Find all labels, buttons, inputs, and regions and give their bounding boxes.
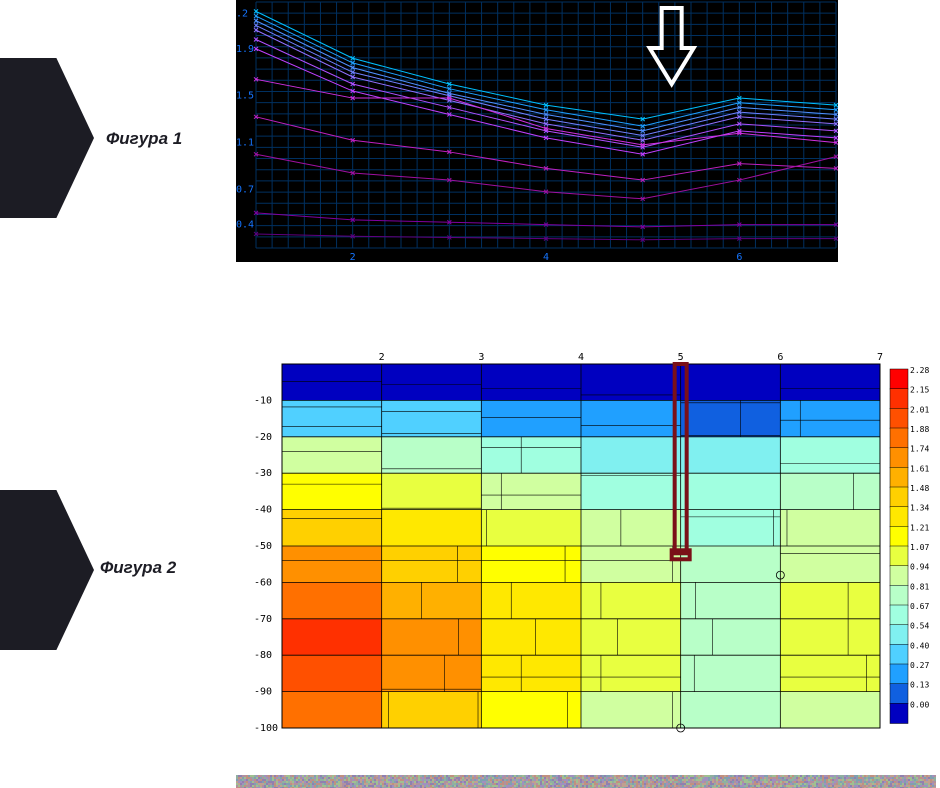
svg-text:0.7: 0.7: [236, 184, 254, 195]
svg-text:1.21: 1.21: [910, 523, 929, 532]
svg-text:0.27: 0.27: [910, 661, 929, 670]
svg-text:6: 6: [777, 352, 783, 363]
figure1-chart: 0.4 0.7 1.1 1.5 1.9 .2 2 4 6: [236, 0, 838, 262]
svg-text:1.48: 1.48: [910, 484, 929, 493]
hex-marker-1: [0, 58, 94, 218]
svg-text:1.88: 1.88: [910, 425, 929, 434]
svg-text:0.13: 0.13: [910, 681, 929, 690]
svg-text:0.94: 0.94: [910, 563, 929, 572]
svg-text:1.34: 1.34: [910, 504, 929, 513]
svg-text:-30: -30: [254, 468, 272, 479]
svg-text:0.81: 0.81: [910, 582, 929, 591]
svg-text:0.54: 0.54: [910, 622, 929, 631]
svg-text:5: 5: [678, 352, 684, 363]
svg-text:-80: -80: [254, 650, 272, 661]
hex-marker-2: [0, 490, 94, 650]
svg-text:1.61: 1.61: [910, 464, 929, 473]
svg-text:2.15: 2.15: [910, 386, 929, 395]
svg-text:2.01: 2.01: [910, 405, 929, 414]
noise-strip: [236, 775, 936, 788]
svg-text:1.5: 1.5: [236, 91, 254, 102]
svg-text:1.1: 1.1: [236, 138, 254, 149]
svg-text:2.28: 2.28: [910, 366, 929, 375]
svg-text:2: 2: [350, 252, 356, 262]
figure2-chart: 2 3 4 5 6 7 -10 -20 -30 -40 -50 -60 -70 -80 -90 -100 2.2…: [236, 346, 936, 736]
svg-text:-60: -60: [254, 577, 272, 588]
svg-text:-100: -100: [254, 723, 278, 734]
svg-text:6: 6: [736, 252, 742, 262]
svg-text:1.07: 1.07: [910, 543, 929, 552]
svg-text:2: 2: [379, 352, 385, 363]
svg-text:0.67: 0.67: [910, 602, 929, 611]
svg-text:-40: -40: [254, 505, 272, 516]
svg-text:-70: -70: [254, 614, 272, 625]
svg-text:-20: -20: [254, 432, 272, 443]
figure2-label: Фигура 2: [100, 558, 176, 578]
svg-text:0.40: 0.40: [910, 641, 929, 650]
svg-text:.2: .2: [236, 9, 248, 20]
svg-text:3: 3: [478, 352, 484, 363]
svg-text:4: 4: [543, 252, 549, 262]
svg-text:4: 4: [578, 352, 584, 363]
svg-text:0.00: 0.00: [910, 700, 929, 709]
svg-text:7: 7: [877, 352, 883, 363]
figure1-label: Фигура 1: [106, 129, 182, 149]
svg-text:-50: -50: [254, 541, 272, 552]
svg-text:1.74: 1.74: [910, 445, 929, 454]
svg-text:0.4: 0.4: [236, 220, 254, 231]
svg-text:-90: -90: [254, 687, 272, 698]
svg-text:1.9: 1.9: [236, 44, 254, 55]
svg-text:-10: -10: [254, 395, 272, 406]
